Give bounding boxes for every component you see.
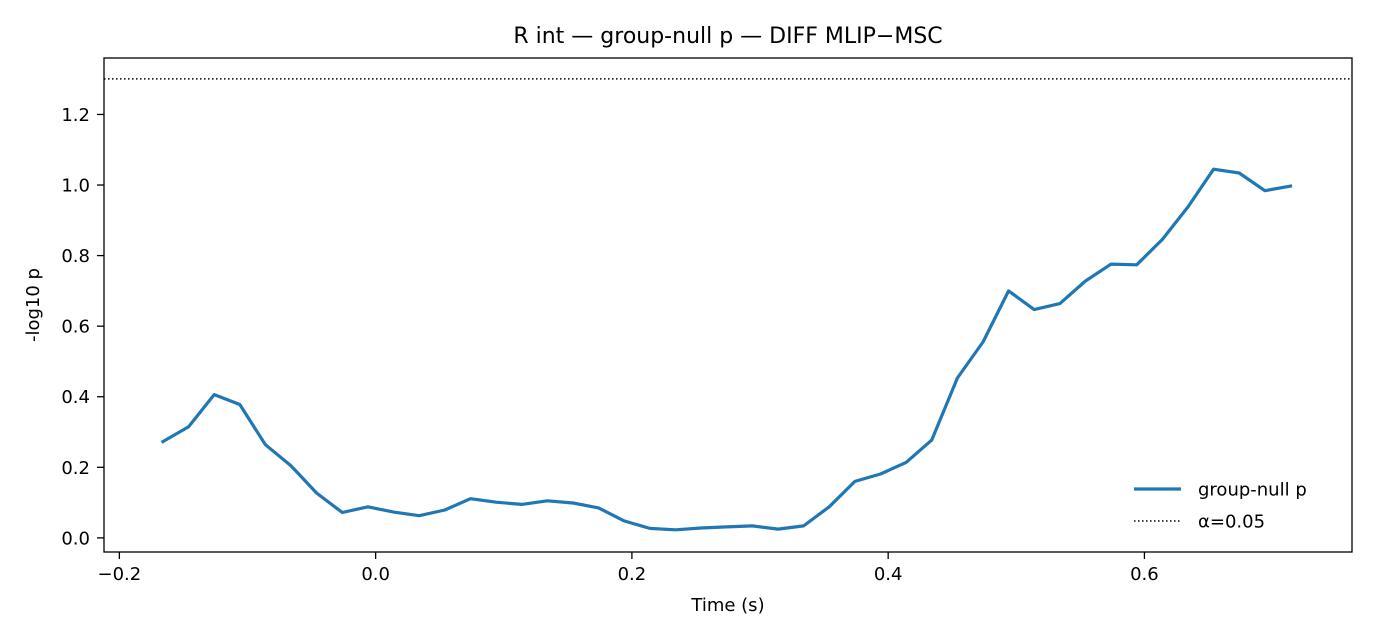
x-axis: −0.2 0.0 0.2 0.4 0.6: [98, 552, 1159, 585]
y-tick-label: 0.0: [61, 528, 90, 549]
y-axis-label: -log10 p: [23, 268, 44, 342]
y-axis: 0.0 0.2 0.4 0.6 0.8 1.0 1.2: [61, 105, 104, 549]
y-tick-label: 1.2: [61, 105, 90, 126]
x-tick-label: 0.2: [618, 564, 647, 585]
x-tick-label: −0.2: [98, 564, 142, 585]
x-axis-label: Time (s): [690, 595, 764, 616]
legend-label: α=0.05: [1198, 512, 1265, 533]
y-tick-label: 0.6: [61, 317, 90, 338]
chart-title: R int — group-null p — DIFF MLIP−MSC: [513, 24, 942, 49]
plot-lines: [104, 78, 1352, 532]
x-tick-label: 0.4: [874, 564, 903, 585]
x-tick-label: 0.6: [1130, 564, 1159, 585]
series-line-group-null-p: [160, 167, 1293, 532]
y-tick-label: 0.8: [61, 246, 90, 267]
legend-label: group-null p: [1198, 480, 1307, 501]
plot-frame: [103, 57, 1353, 553]
x-tick-label: 0.0: [361, 564, 390, 585]
legend: group-null p α=0.05: [1134, 480, 1307, 533]
y-tick-label: 0.2: [61, 458, 90, 479]
y-tick-label: 1.0: [61, 176, 90, 197]
y-tick-label: 0.4: [61, 387, 90, 408]
